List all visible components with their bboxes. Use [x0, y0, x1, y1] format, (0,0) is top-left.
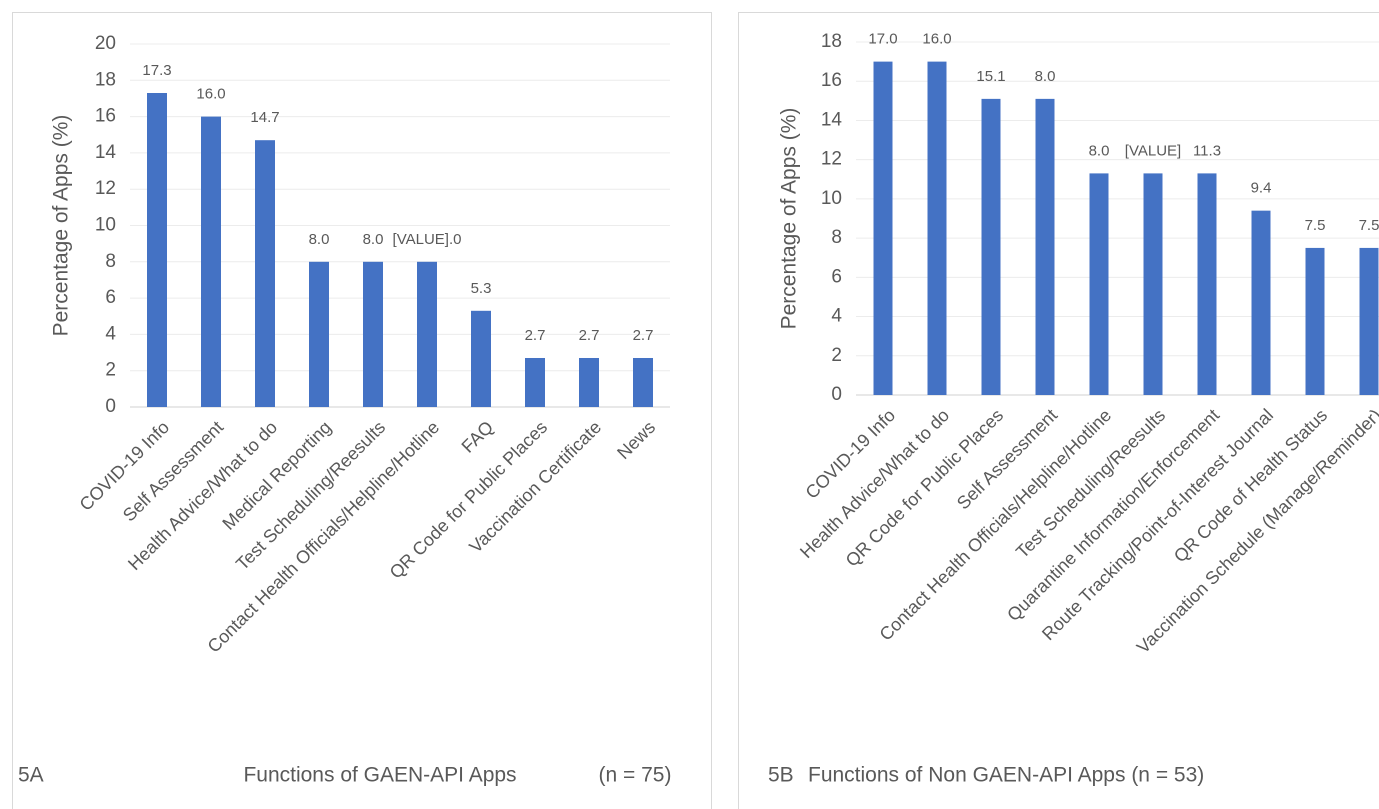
bar	[873, 61, 893, 395]
panel-panel-label: 5A	[18, 764, 44, 787]
data-label: 17.3	[142, 62, 171, 79]
bar	[1251, 210, 1271, 395]
y-tick-label: 6	[105, 287, 116, 308]
y-tick-label: 12	[821, 149, 842, 170]
y-tick-label: 18	[95, 69, 116, 90]
panel-title: Functions of GAEN-API Apps	[243, 764, 516, 787]
bar	[525, 357, 545, 407]
data-label: 16.0	[922, 31, 951, 48]
y-tick-label: 2	[831, 345, 842, 366]
bar	[981, 98, 1001, 395]
x-tick-label: Self Assessment	[953, 405, 1061, 513]
data-label: 2.7	[633, 327, 654, 344]
x-tick-label: Self Assessment	[119, 417, 227, 525]
y-tick-label: 16	[821, 70, 842, 91]
data-label: 17.0	[868, 31, 897, 48]
data-label: 16.0	[196, 86, 225, 103]
bar	[1035, 98, 1055, 395]
bar	[417, 261, 437, 407]
bar	[471, 310, 491, 407]
y-tick-label: 10	[821, 188, 842, 209]
panel-title: Functions of Non GAEN-API Apps (n = 53)	[808, 764, 1204, 787]
x-tick-label: COVID-19 Info	[802, 405, 900, 503]
panel-frame	[738, 12, 1379, 809]
bar	[1143, 173, 1163, 395]
y-tick-label: 8	[831, 227, 842, 248]
x-tick-label: News	[613, 417, 659, 463]
y-tick-label: 6	[831, 266, 842, 287]
data-label: [VALUE].0	[393, 231, 462, 248]
y-tick-label: 0	[105, 396, 116, 417]
bar	[255, 140, 275, 407]
data-label: 7.5	[1359, 217, 1379, 234]
x-tick-label: FAQ	[458, 417, 498, 457]
y-tick-label: 14	[821, 109, 843, 130]
bar	[363, 261, 383, 407]
panel-panel-label: 5B	[768, 764, 794, 787]
y-axis-title: Percentage of Apps (%)	[778, 108, 801, 330]
y-tick-label: 4	[105, 323, 116, 344]
bar	[1305, 247, 1325, 395]
y-tick-label: 2	[105, 360, 116, 381]
bar	[309, 261, 329, 407]
y-axis-title: Percentage of Apps (%)	[50, 115, 73, 337]
data-label: 14.7	[250, 109, 279, 126]
data-label: 8.0	[1035, 68, 1056, 85]
y-tick-label: 16	[95, 106, 116, 127]
data-label: 8.0	[363, 231, 384, 248]
bar	[147, 93, 167, 407]
data-label: 2.7	[525, 327, 546, 344]
y-tick-label: 20	[95, 33, 116, 54]
y-tick-label: 14	[95, 142, 117, 163]
data-label: 11.3	[1193, 142, 1221, 159]
bar	[579, 357, 599, 407]
x-tick-label: COVID-19 Info	[76, 417, 174, 515]
data-label: 15.1	[976, 68, 1005, 85]
y-tick-label: 18	[821, 31, 842, 52]
bar	[927, 61, 947, 395]
x-tick-label: Vaccination Schedule (Manage/Reminder)	[1133, 405, 1379, 657]
bar	[1089, 173, 1109, 395]
data-label: 9.4	[1251, 180, 1272, 197]
y-tick-label: 12	[95, 178, 116, 199]
data-label: 2.7	[579, 327, 600, 344]
y-tick-label: 8	[105, 251, 116, 272]
bar	[1359, 247, 1379, 395]
panel-subtitle: (n = 75)	[599, 764, 672, 787]
data-label: 8.0	[1089, 142, 1110, 159]
bar	[1197, 173, 1217, 395]
data-label: 5.3	[471, 280, 492, 297]
panel-frame	[12, 12, 712, 809]
data-label: [VALUE]	[1125, 142, 1181, 159]
data-label: 8.0	[309, 231, 330, 248]
data-label: 7.5	[1305, 217, 1326, 234]
bar	[633, 357, 653, 407]
y-tick-label: 4	[831, 306, 842, 327]
bar	[201, 116, 221, 407]
y-tick-label: 10	[95, 215, 116, 236]
y-tick-label: 0	[831, 384, 842, 405]
